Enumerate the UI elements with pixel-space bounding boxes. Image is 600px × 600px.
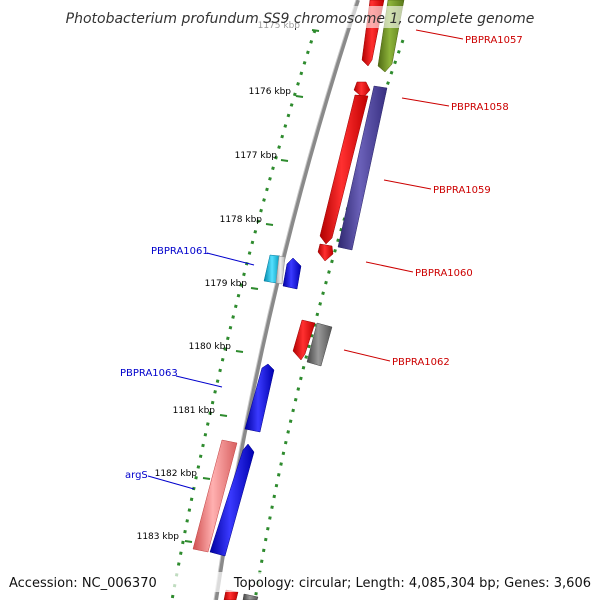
leader-args — [147, 475, 195, 490]
leader-pbpra1060 — [365, 261, 414, 273]
tick-mark-0 — [311, 29, 320, 32]
label-pbpra1059[interactable]: PBPRA1059 — [433, 185, 491, 196]
label-args[interactable]: argS — [125, 470, 148, 481]
tick-mark-6 — [219, 414, 228, 417]
gene-pbpra1062-b[interactable] — [306, 322, 333, 367]
gene-pbpra1061-gray[interactable] — [275, 255, 286, 285]
map-title: Photobacterium profundum SS9 chromosome … — [66, 11, 535, 27]
gene-args[interactable] — [192, 439, 238, 553]
leader-pbpra1059 — [383, 179, 432, 190]
tick-label-5: 1180 kbp — [189, 342, 232, 352]
label-pbpra1062[interactable]: PBPRA1062 — [392, 357, 450, 368]
outer-tick-ring — [253, 39, 405, 600]
title-backdrop — [60, 6, 540, 28]
tick-mark-3 — [265, 223, 274, 226]
leader-pbpra1058 — [401, 97, 450, 107]
tick-label-7: 1182 kbp — [155, 469, 198, 479]
tick-mark-1 — [295, 95, 304, 98]
tick-label-6: 1181 kbp — [173, 406, 216, 416]
tick-mark-8 — [184, 540, 193, 543]
gene-pbpra1058-small[interactable] — [353, 81, 371, 99]
tick-label-4: 1179 kbp — [205, 279, 248, 289]
tick-label-2: 1177 kbp — [235, 151, 278, 161]
tick-mark-4 — [250, 287, 259, 290]
inner-tick-ring — [170, 29, 317, 600]
leader-pbpra1062 — [343, 349, 391, 362]
gene-pbpra1061-blue[interactable] — [282, 257, 302, 290]
tick-mark-5 — [235, 350, 244, 353]
tick-mark-7 — [202, 477, 211, 480]
label-pbpra1060[interactable]: PBPRA1060 — [415, 268, 473, 279]
gene-pbpra1059[interactable] — [319, 94, 369, 245]
label-pbpra1061[interactable]: PBPRA1061 — [151, 246, 209, 257]
tick-mark-2 — [280, 159, 289, 162]
gene-args-blue[interactable] — [209, 443, 255, 557]
accession-text: Accession: NC_006370 — [9, 576, 157, 591]
gene-pbpra1058[interactable] — [337, 85, 388, 251]
label-pbpra1057[interactable]: PBPRA1057 — [465, 35, 523, 46]
label-pbpra1063[interactable]: PBPRA1063 — [120, 368, 178, 379]
tick-label-3: 1178 kbp — [220, 215, 263, 225]
tick-label-8: 1183 kbp — [137, 532, 180, 542]
topology-text: Topology: circular; Length: 4,085,304 bp… — [233, 576, 591, 591]
gene-pbpra1063[interactable] — [244, 363, 275, 433]
label-pbpra1058[interactable]: PBPRA1058 — [451, 102, 509, 113]
leader-pbpra1061 — [206, 252, 255, 266]
footer-backdrop — [0, 572, 600, 592]
gene-pbpra1060[interactable] — [317, 243, 334, 262]
tick-label-1: 1176 kbp — [249, 87, 292, 97]
gene-pbpra1062-a[interactable] — [292, 319, 316, 361]
gene-bottom-gray[interactable] — [242, 593, 259, 600]
leader-pbpra1057 — [415, 29, 464, 40]
leader-pbpra1063 — [175, 375, 223, 388]
